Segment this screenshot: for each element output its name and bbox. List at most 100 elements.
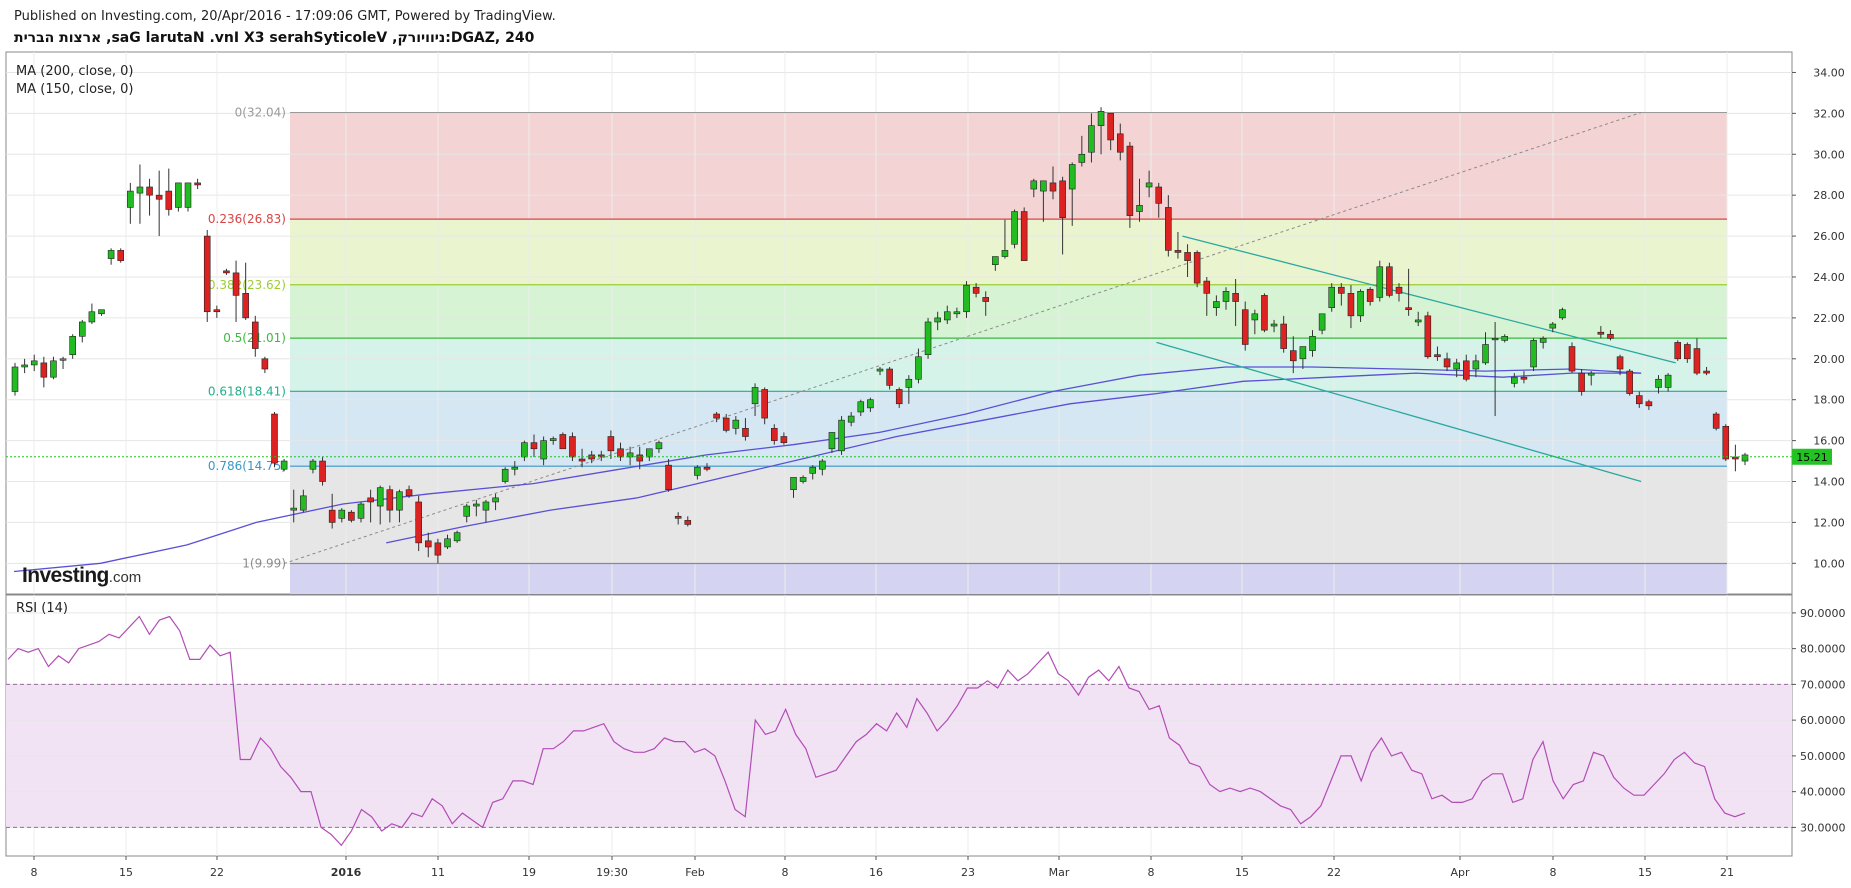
candle-body bbox=[1213, 301, 1220, 308]
candle-body bbox=[482, 501, 490, 511]
candle-body bbox=[1136, 205, 1143, 212]
candle-body bbox=[1078, 153, 1086, 163]
x-tick-label-13: 15 bbox=[1235, 866, 1249, 879]
candle-body bbox=[809, 466, 817, 474]
x-tick-label-3: 2016 bbox=[331, 866, 362, 879]
candle-body bbox=[1174, 250, 1182, 253]
candle-body bbox=[847, 415, 855, 423]
candle-body bbox=[694, 466, 701, 476]
candle-body bbox=[40, 362, 48, 378]
price-tick-label-10: 14.00 bbox=[1813, 476, 1845, 489]
candle-body bbox=[1482, 344, 1489, 364]
candle-body bbox=[819, 460, 826, 470]
price-tick-label-12: 10.00 bbox=[1813, 557, 1845, 570]
candle-body bbox=[1578, 372, 1585, 392]
candle-body bbox=[242, 293, 249, 319]
candle-body bbox=[328, 509, 336, 523]
candle-body bbox=[1184, 252, 1191, 261]
candle-body bbox=[21, 364, 28, 368]
candle-body bbox=[1059, 180, 1066, 218]
price-tick-label-9: 16.00 bbox=[1813, 435, 1845, 448]
candle-body bbox=[1001, 250, 1009, 257]
candle-body bbox=[770, 428, 778, 441]
candle-body bbox=[69, 335, 76, 356]
candle-body bbox=[1299, 346, 1307, 360]
candle-body bbox=[1684, 344, 1691, 360]
candle-body bbox=[405, 489, 413, 497]
ma150-legend: MA (150, close, 0) bbox=[16, 82, 134, 97]
x-tick-label-1: 15 bbox=[119, 866, 133, 879]
candle-body bbox=[1703, 370, 1710, 374]
x-tick-label-5: 19 bbox=[522, 866, 536, 879]
fib-level-label-0: 0(32.04) bbox=[235, 106, 286, 120]
candle-body bbox=[1338, 286, 1345, 294]
fib-level-label-6: 1(9.99) bbox=[242, 557, 286, 571]
candle-body bbox=[886, 368, 893, 386]
fib-level-label-1: 0.236(26.83) bbox=[208, 212, 286, 226]
candle-body bbox=[1165, 207, 1172, 251]
candle-body bbox=[1462, 360, 1470, 380]
rsi-tick-label-1: 80.0000 bbox=[1800, 643, 1846, 656]
price-tick-label-0: 34.00 bbox=[1813, 66, 1845, 79]
investing-logo: Investing.com bbox=[22, 564, 141, 588]
candle-body bbox=[11, 366, 19, 392]
x-tick-label-14: 22 bbox=[1327, 866, 1341, 879]
candle-body bbox=[155, 194, 163, 200]
candle-body bbox=[415, 501, 422, 544]
candle-body bbox=[492, 497, 499, 503]
candle-body bbox=[780, 436, 788, 443]
candle-body bbox=[943, 311, 951, 321]
candle-body bbox=[1635, 395, 1643, 405]
candle-body bbox=[742, 428, 749, 437]
x-tick-label-7: Feb bbox=[685, 866, 704, 879]
candle-body bbox=[434, 542, 442, 556]
candle-body bbox=[175, 182, 182, 208]
candle-body bbox=[50, 360, 57, 378]
x-tick-label-4: 11 bbox=[431, 866, 445, 879]
logo-suffix: .com bbox=[108, 569, 142, 586]
x-tick-label-6: 19:30 bbox=[596, 866, 628, 879]
fib-level-label-4: 0.618(18.41) bbox=[208, 384, 286, 398]
candle-body bbox=[501, 468, 509, 482]
ma200-legend: MA (200, close, 0) bbox=[16, 64, 134, 79]
candle-body bbox=[1645, 401, 1653, 407]
candle-body bbox=[790, 477, 797, 490]
fib-zone-2 bbox=[290, 284, 1727, 339]
candle-body bbox=[1491, 338, 1499, 341]
candle-body bbox=[1539, 338, 1547, 343]
candle-body bbox=[223, 270, 230, 274]
candle-body bbox=[348, 511, 355, 521]
candle-body bbox=[444, 538, 451, 548]
candle-body bbox=[309, 460, 317, 470]
candle-body bbox=[1241, 309, 1249, 345]
candle-body bbox=[1088, 125, 1095, 153]
candles-group bbox=[11, 107, 1749, 564]
candle-body bbox=[386, 489, 394, 511]
candle-body bbox=[1712, 413, 1720, 429]
candle-body bbox=[867, 399, 874, 409]
candle-body bbox=[559, 434, 567, 450]
x-tick-label-15: Apr bbox=[1450, 866, 1470, 879]
candle-body bbox=[655, 442, 663, 450]
candle-body bbox=[1674, 342, 1682, 360]
fib-zone-0 bbox=[290, 112, 1727, 220]
x-tick-label-8: 8 bbox=[782, 866, 789, 879]
candle-body bbox=[1520, 376, 1528, 380]
candle-body bbox=[549, 438, 557, 441]
trendline-0 bbox=[1182, 235, 1676, 364]
candle-body bbox=[1280, 323, 1287, 349]
candle-body bbox=[1232, 293, 1239, 302]
candle-body bbox=[934, 317, 941, 323]
candle-body bbox=[646, 448, 653, 458]
price-tick-label-11: 12.00 bbox=[1813, 516, 1845, 529]
candle-body bbox=[1328, 286, 1336, 308]
price-tick-label-1: 32.00 bbox=[1813, 107, 1845, 120]
candle-body bbox=[1597, 331, 1605, 335]
rsi-tick-label-2: 70.0000 bbox=[1800, 678, 1846, 691]
candle-body bbox=[232, 272, 240, 296]
candle-body bbox=[674, 515, 682, 519]
candle-body bbox=[511, 466, 519, 470]
x-tick-label-9: 16 bbox=[869, 866, 883, 879]
candle-body bbox=[338, 509, 346, 519]
